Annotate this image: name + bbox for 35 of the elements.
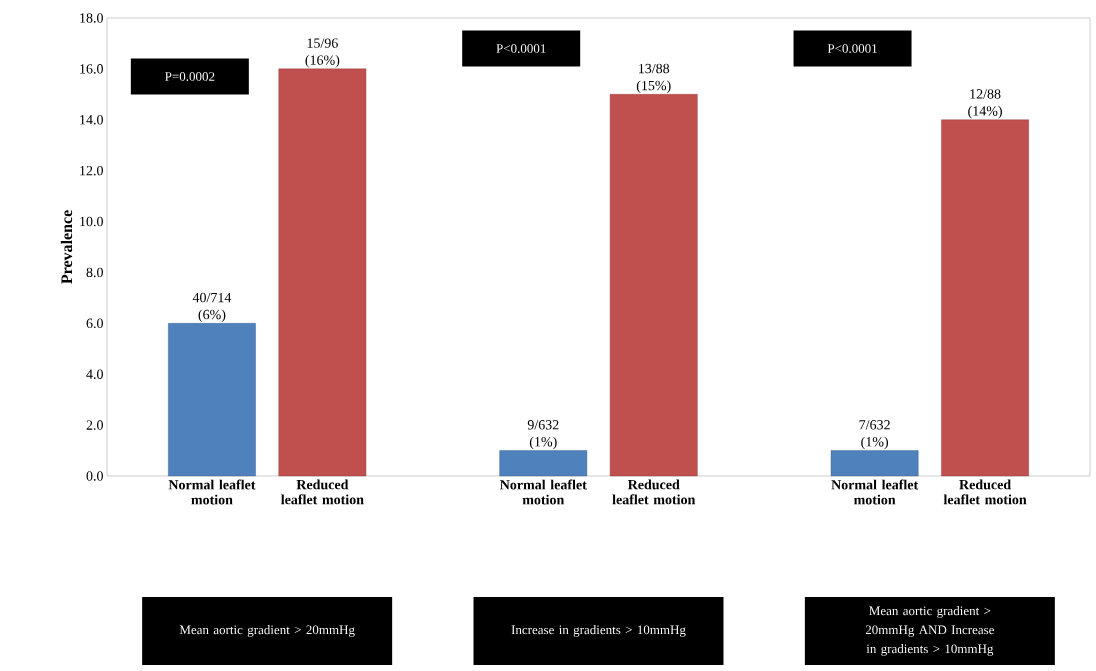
x-tick-label: Normal leaflet motion bbox=[831, 479, 919, 505]
bar bbox=[609, 94, 698, 477]
y-tick-label: 16.0 bbox=[80, 64, 103, 74]
y-tick-label: 2.0 bbox=[86, 420, 103, 430]
bar bbox=[499, 450, 588, 477]
x-tick-label: Reduced leaflet motion bbox=[281, 479, 364, 505]
y-tick-label: 6.0 bbox=[86, 318, 103, 329]
bar bbox=[830, 450, 919, 477]
data-label: 12/88 (14%) bbox=[968, 89, 1002, 119]
y-tick-label: 10.0 bbox=[80, 216, 103, 227]
bar bbox=[168, 323, 256, 477]
x-tick-label: Normal leaflet motion bbox=[500, 479, 587, 505]
x-tick-label: Normal leaflet motion bbox=[168, 479, 256, 505]
text: Increase in gradients > 10mmHg bbox=[511, 625, 686, 637]
x-tick-label: Reduced leaflet motion bbox=[612, 479, 696, 505]
annotation: P<0.0001 bbox=[496, 44, 546, 53]
text: Mean aortic gradient > 20mmHg AND Increase in gradients > 10mmHg bbox=[865, 606, 995, 656]
data-label: 15/96 (16%) bbox=[305, 38, 340, 68]
y-tick-label: 18.0 bbox=[80, 13, 103, 23]
data-label: 9/632 (1%) bbox=[527, 420, 559, 450]
y-tick-label: 14.0 bbox=[80, 115, 103, 125]
y-tick-label: 0.0 bbox=[86, 471, 103, 481]
y-tick-label: 4.0 bbox=[86, 369, 103, 379]
data-label: 40/714 (6%) bbox=[192, 292, 232, 323]
y-axis-title: Prevalence bbox=[60, 210, 73, 284]
annotation: P<0.0001 bbox=[827, 44, 877, 53]
y-tick-label: 8.0 bbox=[86, 267, 103, 278]
data-label: 7/632 (1%) bbox=[859, 420, 890, 450]
data-label: 13/88 (15%) bbox=[636, 63, 671, 94]
bar bbox=[941, 119, 1029, 477]
annotation: P=0.0002 bbox=[165, 72, 215, 81]
bar bbox=[278, 68, 367, 477]
text: Mean aortic gradient > 20mmHg bbox=[179, 625, 355, 637]
y-tick-label: 12.0 bbox=[80, 165, 103, 176]
x-tick-label: Reduced leaflet motion bbox=[943, 479, 1027, 505]
